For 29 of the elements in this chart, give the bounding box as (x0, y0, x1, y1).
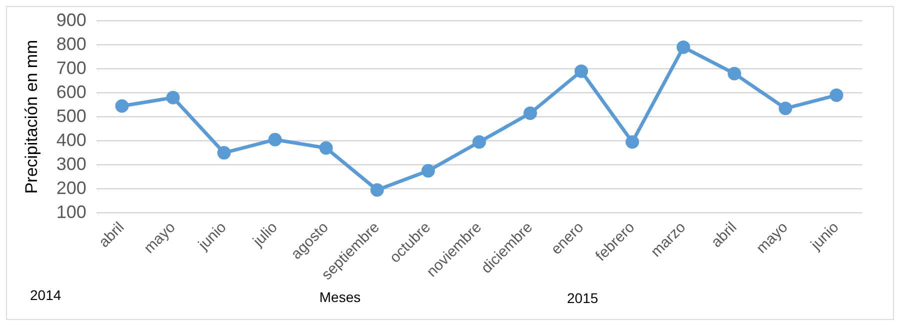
y-axis-title: Precipitación en mm (22, 40, 41, 194)
point (728, 66, 742, 80)
point (268, 132, 282, 146)
point (217, 146, 231, 160)
y-tick-label: 800 (56, 34, 86, 54)
text: 2015 (567, 290, 598, 306)
x-axis-title: Meses (319, 288, 361, 305)
y-tick-label: 700 (56, 58, 86, 78)
point (319, 141, 333, 155)
point (370, 183, 384, 197)
x-tick-label: julio (249, 218, 281, 250)
point (524, 106, 538, 120)
y-tick-label: 300 (56, 154, 86, 174)
point (574, 64, 588, 78)
point (421, 164, 435, 178)
y-tick-label: 600 (56, 82, 86, 102)
point (676, 40, 690, 54)
point (166, 90, 180, 104)
y-tick-label: 400 (56, 130, 86, 150)
point (115, 99, 129, 113)
y-tick-label: 200 (56, 178, 86, 198)
point (472, 135, 486, 149)
y-tick-label: 900 (56, 10, 86, 30)
point (778, 102, 792, 116)
point (626, 135, 640, 149)
y-tick-label: 100 (56, 202, 86, 222)
y-tick-label: 500 (56, 106, 86, 126)
text: 2014 (30, 286, 62, 303)
point (830, 88, 844, 102)
